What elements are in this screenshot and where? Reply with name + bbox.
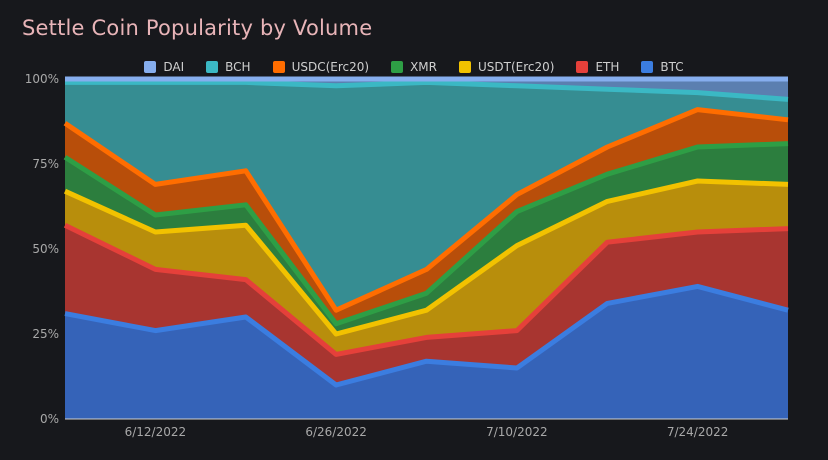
area-usdc-erc20- (65, 109, 788, 324)
legend-label: ETH (595, 60, 620, 74)
y-tick-label: 50% (32, 242, 59, 256)
line-usdc-erc20- (63, 107, 789, 313)
legend-label: BTC (660, 60, 684, 74)
legend-item[interactable]: DAI (144, 60, 184, 74)
legend-swatch (272, 61, 285, 73)
legend-swatch (391, 61, 404, 73)
area-eth (65, 225, 788, 385)
y-tick-label: 25% (32, 327, 59, 341)
legend-swatch (206, 61, 219, 73)
legend-item[interactable]: BCH (206, 60, 251, 74)
legend-item[interactable]: ETH (576, 60, 619, 74)
legend-label: DAI (163, 60, 185, 74)
chart-title: Settle Coin Popularity by Volume (22, 16, 373, 40)
x-tick-label: 7/10/2022 (486, 425, 548, 439)
line-bch (65, 79, 789, 102)
line-eth (63, 222, 789, 357)
legend-label: USDC(Erc20) (291, 60, 370, 74)
line-btc (64, 283, 789, 388)
line-xmr (63, 141, 789, 327)
legend-item[interactable]: XMR (391, 60, 437, 74)
x-tick-label: 6/12/2022 (125, 425, 187, 439)
area-dai (65, 79, 788, 100)
y-tick-label: 75% (32, 157, 59, 171)
y-tick-label: 0% (40, 412, 59, 426)
x-tick-label: 6/26/2022 (305, 425, 367, 439)
legend-swatch (459, 61, 471, 73)
legend-item[interactable]: USDT(Erc20) (459, 60, 554, 74)
area-bch (65, 82, 788, 311)
legend-label: XMR (410, 60, 437, 74)
legend-label: USDT(Erc20) (478, 60, 555, 74)
legend-label: BCH (225, 60, 251, 74)
legend-item[interactable]: BTC (641, 60, 684, 74)
x-tick-label: 7/24/2022 (667, 425, 729, 439)
legend: DAI BCH USDC(Erc20) XMR USDT(Erc20) ETH BTC (0, 60, 828, 74)
legend-swatch (641, 61, 654, 73)
legend-swatch (144, 61, 157, 73)
legend-swatch (576, 61, 589, 73)
legend-item[interactable]: USDC(Erc20) (272, 60, 370, 74)
area-xmr (65, 143, 788, 334)
area-usdt-erc20- (65, 181, 788, 355)
y-tick-label: 100% (25, 72, 59, 86)
line-usdt-erc20- (63, 178, 789, 337)
